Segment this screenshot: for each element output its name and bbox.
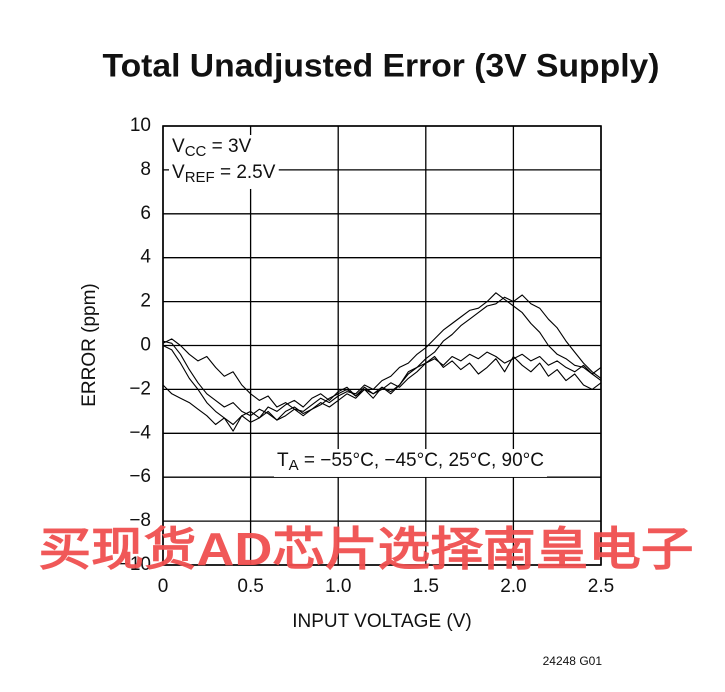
x-tick-label: 1.5: [413, 576, 439, 597]
annotation: TA = −55°C, −45°C, 25°C, 90°C: [274, 449, 547, 477]
data-line: [162, 292, 602, 426]
annotation-part: = −55°C, −45°C, 25°C, 90°C: [299, 450, 544, 471]
annotation-text: TA = −55°C, −45°C, 25°C, 90°C: [277, 450, 544, 474]
annotation-part: A: [289, 457, 299, 474]
annotation-part: V: [172, 162, 185, 183]
y-tick-label: −6: [129, 466, 151, 487]
y-tick-label: 2: [140, 291, 151, 312]
annotation-text: VCC = 3V: [172, 136, 252, 160]
y-tick-label: 4: [140, 247, 151, 268]
footer: 24248 G01: [543, 654, 603, 668]
y-tick-label: 8: [140, 159, 151, 180]
annotation-part: V: [172, 136, 185, 157]
annotation-part: = 3V: [206, 136, 251, 157]
y-tick-label: 0: [140, 335, 151, 356]
y-tick-label: 10: [130, 115, 151, 136]
x-tick-label: 1.0: [325, 576, 351, 597]
y-axis-label: ERROR (ppm): [79, 283, 100, 407]
annotation-part: CC: [185, 143, 207, 160]
annotation-background: [169, 135, 255, 163]
x-tick-label: 2.0: [500, 576, 526, 597]
annotation-part: REF: [185, 169, 215, 186]
y-tick-label: −10: [119, 554, 151, 575]
plot-frame: [162, 125, 602, 566]
annotation-background: [169, 161, 279, 189]
data-line: [162, 338, 602, 417]
annotation-text: VREF = 2.5V: [172, 162, 276, 186]
x-tick-label: 2.5: [588, 576, 614, 597]
chart-title: Total Unadjusted Error (3V Supply): [103, 47, 660, 83]
y-tick-label: −2: [129, 378, 151, 399]
x-axis-label: INPUT VOLTAGE (V): [292, 611, 471, 632]
watermark: 买现货AD芯片选择南皇电子: [39, 523, 694, 575]
x-tick-label: 0: [158, 576, 169, 597]
y-tick-label: −8: [129, 510, 151, 531]
annotation: VREF = 2.5V: [169, 161, 279, 189]
y-tick-label: −4: [129, 422, 151, 443]
x-tick-label: 0.5: [237, 576, 263, 597]
data-line: [162, 355, 602, 432]
y-tick-label: 6: [140, 203, 151, 224]
annotation-part: T: [277, 450, 289, 471]
annotation-part: = 2.5V: [215, 162, 276, 183]
annotation-background: [274, 449, 547, 477]
annotation: VCC = 3V: [169, 135, 255, 163]
